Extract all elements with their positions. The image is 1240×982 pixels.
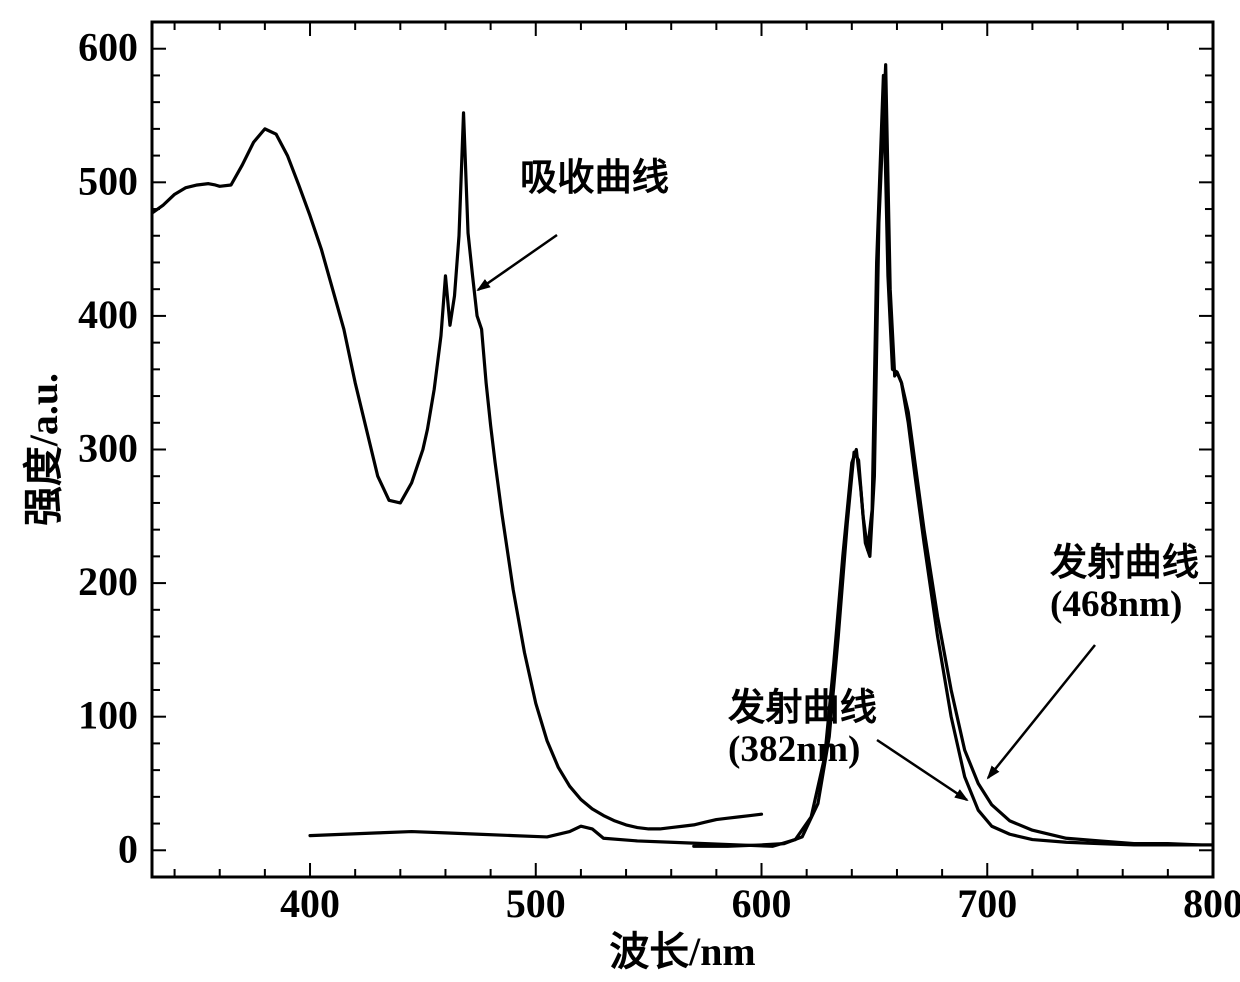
emission_382_label-arrow [877,740,967,800]
y-axis-label: 强度/a.u. [21,373,66,526]
x-axis-label: 波长/nm [609,929,755,974]
spectra-figure: 4005006007008000100200300400500600波长/nm强… [0,0,1240,982]
x-tick-label: 800 [1183,881,1240,926]
x-tick-label: 400 [280,881,340,926]
plot-svg: 4005006007008000100200300400500600波长/nm强… [0,0,1240,982]
absorption_label: 吸收曲线 [520,157,669,199]
y-tick-label: 0 [118,826,138,871]
y-tick-label: 300 [78,426,138,471]
absorption_label-arrow [478,235,557,290]
y-tick-label: 200 [78,559,138,604]
emission_468_label-arrow [988,645,1095,778]
series-absorption [152,113,762,829]
y-tick-label: 500 [78,158,138,203]
emission_468_label: 发射曲线(468nm) [1050,542,1199,625]
x-tick-label: 600 [732,881,792,926]
x-tick-label: 500 [506,881,566,926]
y-tick-label: 400 [78,292,138,337]
plot-border [152,22,1213,877]
y-tick-label: 600 [78,25,138,70]
y-tick-label: 100 [78,693,138,738]
emission_382_label: 发射曲线(382nm) [728,687,877,770]
x-tick-label: 700 [957,881,1017,926]
